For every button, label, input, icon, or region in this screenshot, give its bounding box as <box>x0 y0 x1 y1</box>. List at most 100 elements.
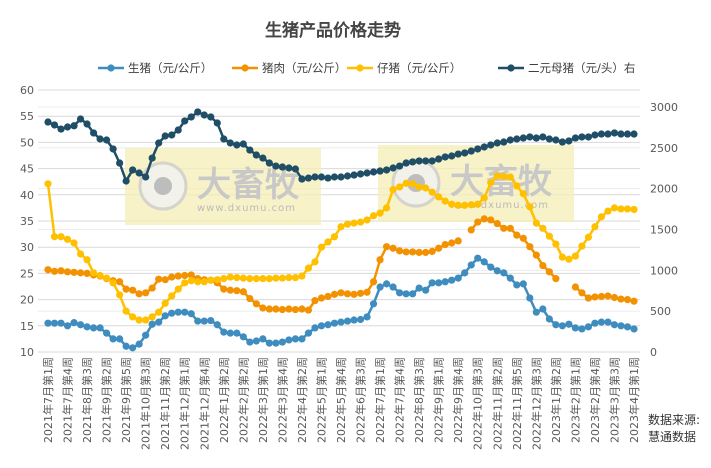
data-point <box>409 180 417 188</box>
data-point <box>161 132 169 140</box>
data-point <box>356 170 365 178</box>
data-point <box>448 152 456 160</box>
data-point <box>454 237 462 245</box>
watermark-logo-eye-icon <box>154 177 172 195</box>
data-point <box>226 139 234 147</box>
data-point <box>552 275 560 283</box>
data-point <box>461 269 469 277</box>
data-point <box>285 164 293 172</box>
data-point <box>148 284 156 292</box>
data-point <box>259 154 267 162</box>
y-tick-label: 10 <box>20 346 34 359</box>
data-point <box>220 285 228 293</box>
data-point <box>343 172 352 180</box>
data-point <box>604 207 612 215</box>
data-point <box>396 183 404 191</box>
data-point <box>246 338 254 346</box>
data-point <box>376 283 384 291</box>
data-point <box>454 201 462 209</box>
data-point <box>285 305 293 313</box>
data-point <box>278 163 286 171</box>
data-point <box>415 183 423 191</box>
y-tick-label: 30 <box>20 241 34 254</box>
data-point <box>610 129 619 137</box>
data-point <box>565 137 573 145</box>
data-point <box>63 268 72 276</box>
data-point <box>435 279 443 287</box>
data-point <box>409 248 417 256</box>
data-point <box>428 188 436 196</box>
data-point <box>363 216 371 224</box>
data-point <box>389 244 397 252</box>
data-point <box>597 213 606 221</box>
data-point <box>513 182 521 190</box>
x-tick-label: 2021年7月第4周 <box>61 357 75 443</box>
data-point <box>142 289 150 297</box>
legend-item: 二元母猪（元/头）右 <box>498 61 635 75</box>
data-point <box>487 141 495 149</box>
data-point <box>480 215 488 223</box>
data-point <box>239 140 247 148</box>
data-point <box>252 275 260 283</box>
data-point <box>461 201 469 209</box>
data-point <box>70 268 78 276</box>
y-tick-label: 50 <box>20 136 34 149</box>
data-point <box>330 319 339 327</box>
data-point <box>552 240 560 248</box>
data-point <box>96 324 104 332</box>
y-tick-label: 15 <box>20 320 34 333</box>
data-point <box>226 273 234 281</box>
data-point <box>597 292 606 301</box>
watermark-brand: 大畜牧 <box>450 162 553 202</box>
data-point <box>506 274 514 282</box>
data-point <box>402 179 410 187</box>
data-point <box>122 342 130 350</box>
data-point <box>220 328 228 336</box>
data-point <box>435 193 443 201</box>
x-tick-label: 2022年12月第3周 <box>529 357 543 450</box>
data-point <box>350 316 358 324</box>
data-point <box>389 185 397 194</box>
data-point <box>474 218 482 226</box>
data-point <box>324 321 332 329</box>
x-tick-label: 2022年6月第3周 <box>354 357 368 443</box>
x-tick-label: 2022年11月第2周 <box>490 357 504 450</box>
data-point <box>83 120 91 128</box>
data-point <box>168 131 176 139</box>
data-point <box>265 275 273 283</box>
data-point <box>181 271 189 280</box>
data-point <box>304 174 313 182</box>
x-tick-label: 2021年12月第1周 <box>178 357 192 450</box>
data-point <box>213 276 221 284</box>
data-point <box>116 278 124 286</box>
data-point <box>623 130 632 138</box>
data-point <box>272 305 280 313</box>
data-point <box>422 248 430 257</box>
y2-tick-label: 2500 <box>650 142 678 155</box>
data-point <box>324 238 332 246</box>
legend-label: 猪肉（元/公斤） <box>262 61 346 75</box>
data-point <box>617 205 625 213</box>
data-point <box>532 134 540 142</box>
data-point <box>610 204 619 212</box>
data-point <box>265 159 273 167</box>
data-point <box>148 313 156 321</box>
data-point <box>343 220 352 228</box>
data-point <box>76 250 85 258</box>
data-point <box>50 233 59 241</box>
x-tick-label: 2022年4月第2周 <box>295 357 309 443</box>
y-tick-label: 60 <box>20 84 34 97</box>
data-point <box>584 323 593 331</box>
legend-label: 生猪（元/公斤） <box>128 61 212 75</box>
data-point <box>441 197 449 205</box>
data-point <box>63 235 72 243</box>
data-point <box>604 292 612 300</box>
data-point <box>422 157 430 165</box>
data-point <box>194 317 202 325</box>
x-tick-label: 2023年1月第2周 <box>549 357 563 443</box>
data-point <box>142 331 150 339</box>
data-point <box>116 335 124 343</box>
data-point <box>356 218 365 226</box>
data-point <box>584 294 593 302</box>
